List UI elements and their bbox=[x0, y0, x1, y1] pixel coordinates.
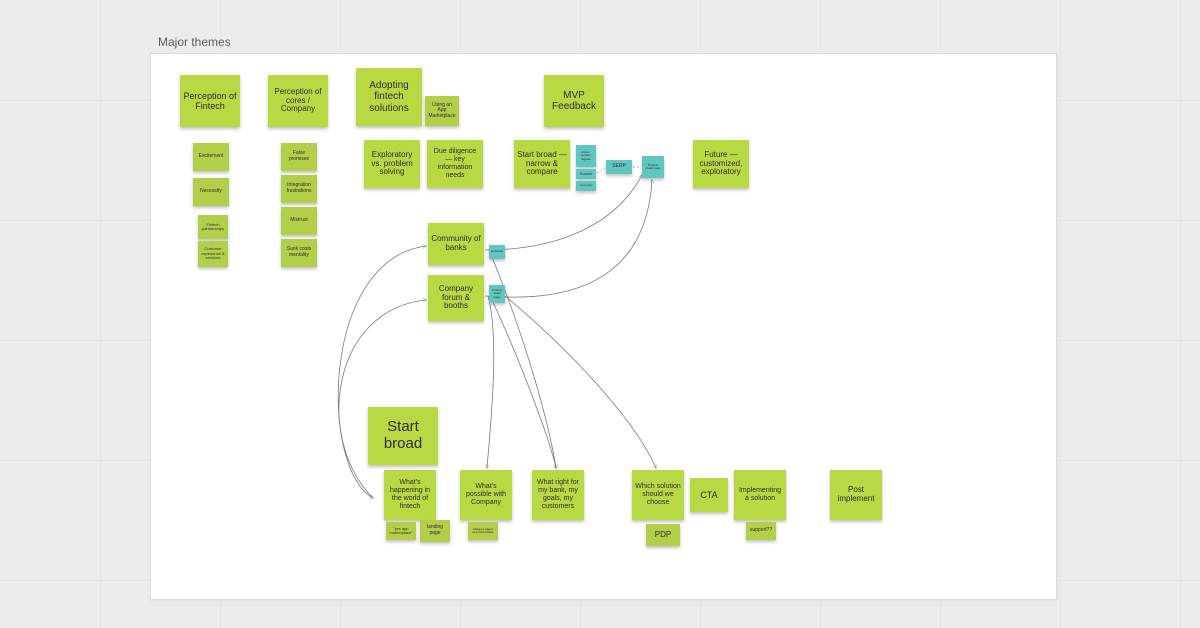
sticky-what-right[interactable]: What right for my bank, my goals, my cus… bbox=[532, 470, 584, 520]
sticky-using-marketplace[interactable]: Using an App Marketplace bbox=[425, 96, 459, 126]
sticky-community-banks[interactable]: Community of banks bbox=[428, 223, 484, 265]
sticky-sunk-costs[interactable]: Sunk costs mentality bbox=[281, 239, 317, 267]
sticky-necessity[interactable]: Necessity bbox=[193, 178, 229, 206]
sticky-fintech-partnerships[interactable]: Fintech partnerships bbox=[198, 215, 228, 239]
sticky-cx-services[interactable]: Customer experience & services bbox=[198, 241, 228, 267]
board-title: Major themes bbox=[158, 35, 231, 49]
sticky-tag-referrals[interactable]: Referrals bbox=[489, 245, 505, 259]
sticky-start-broad-compare[interactable]: Start broad — narrow & compare bbox=[514, 140, 570, 188]
sticky-exploratory[interactable]: Exploratory vs. problem solving bbox=[364, 140, 420, 188]
canvas[interactable]: Major themes Perception of Fintech Percep… bbox=[0, 0, 1200, 628]
sticky-future[interactable]: Future — customized, exploratory bbox=[693, 140, 749, 188]
sticky-integration[interactable]: Integration frustrations bbox=[281, 175, 317, 203]
sticky-tag-product-page[interactable]: Product detail page bbox=[642, 156, 664, 178]
sticky-perception-cores[interactable]: Perception of cores / Company bbox=[268, 75, 328, 127]
sticky-tag-serp[interactable]: SERP bbox=[606, 160, 632, 174]
sticky-excitement[interactable]: Excitement bbox=[193, 143, 229, 171]
whiteboard-frame[interactable] bbox=[150, 53, 1057, 600]
sticky-support[interactable]: support?? bbox=[746, 522, 776, 540]
sticky-category-pages[interactable]: category pages \w customizable bbox=[468, 522, 498, 540]
sticky-perception-fintech[interactable]: Perception of Fintech bbox=[180, 75, 240, 127]
sticky-whats-possible[interactable]: What's possible with Company bbox=[460, 470, 512, 520]
sticky-landing-page[interactable]: landing page bbox=[420, 520, 450, 542]
sticky-mistrust[interactable]: Mistrust bbox=[281, 207, 317, 235]
sticky-forum-booths[interactable]: Company forum & booths bbox=[428, 275, 484, 321]
sticky-post-implement[interactable]: Post implement bbox=[830, 470, 882, 520]
sticky-pdp[interactable]: PDP bbox=[646, 524, 680, 546]
sticky-pre-app[interactable]: "pre app marketplace" bbox=[386, 522, 416, 540]
sticky-whats-happening[interactable]: What's happening in the world of fintech bbox=[384, 470, 436, 520]
sticky-cta[interactable]: CTA bbox=[690, 478, 728, 512]
sticky-which-solution[interactable]: Which solution should we choose bbox=[632, 470, 684, 520]
sticky-implementing[interactable]: Implementing a solution bbox=[734, 470, 786, 520]
sticky-due-diligence[interactable]: Due diligence — key information needs bbox=[427, 140, 483, 188]
sticky-mvp-feedback[interactable]: MVP Feedback bbox=[544, 75, 604, 127]
sticky-false-promises[interactable]: False promises bbox=[281, 143, 317, 171]
sticky-tag-compare[interactable]: Compare bbox=[576, 181, 596, 191]
sticky-tag-pdp-small[interactable]: Product detail page bbox=[489, 285, 505, 303]
sticky-tag-search[interactable]: Search bbox=[576, 169, 596, 179]
sticky-tag-dates[interactable]: dates / emails / digests bbox=[576, 145, 596, 167]
sticky-adopting[interactable]: Adopting fintech solutions bbox=[356, 68, 422, 126]
sticky-start-broad-big[interactable]: Start broad bbox=[368, 407, 438, 465]
